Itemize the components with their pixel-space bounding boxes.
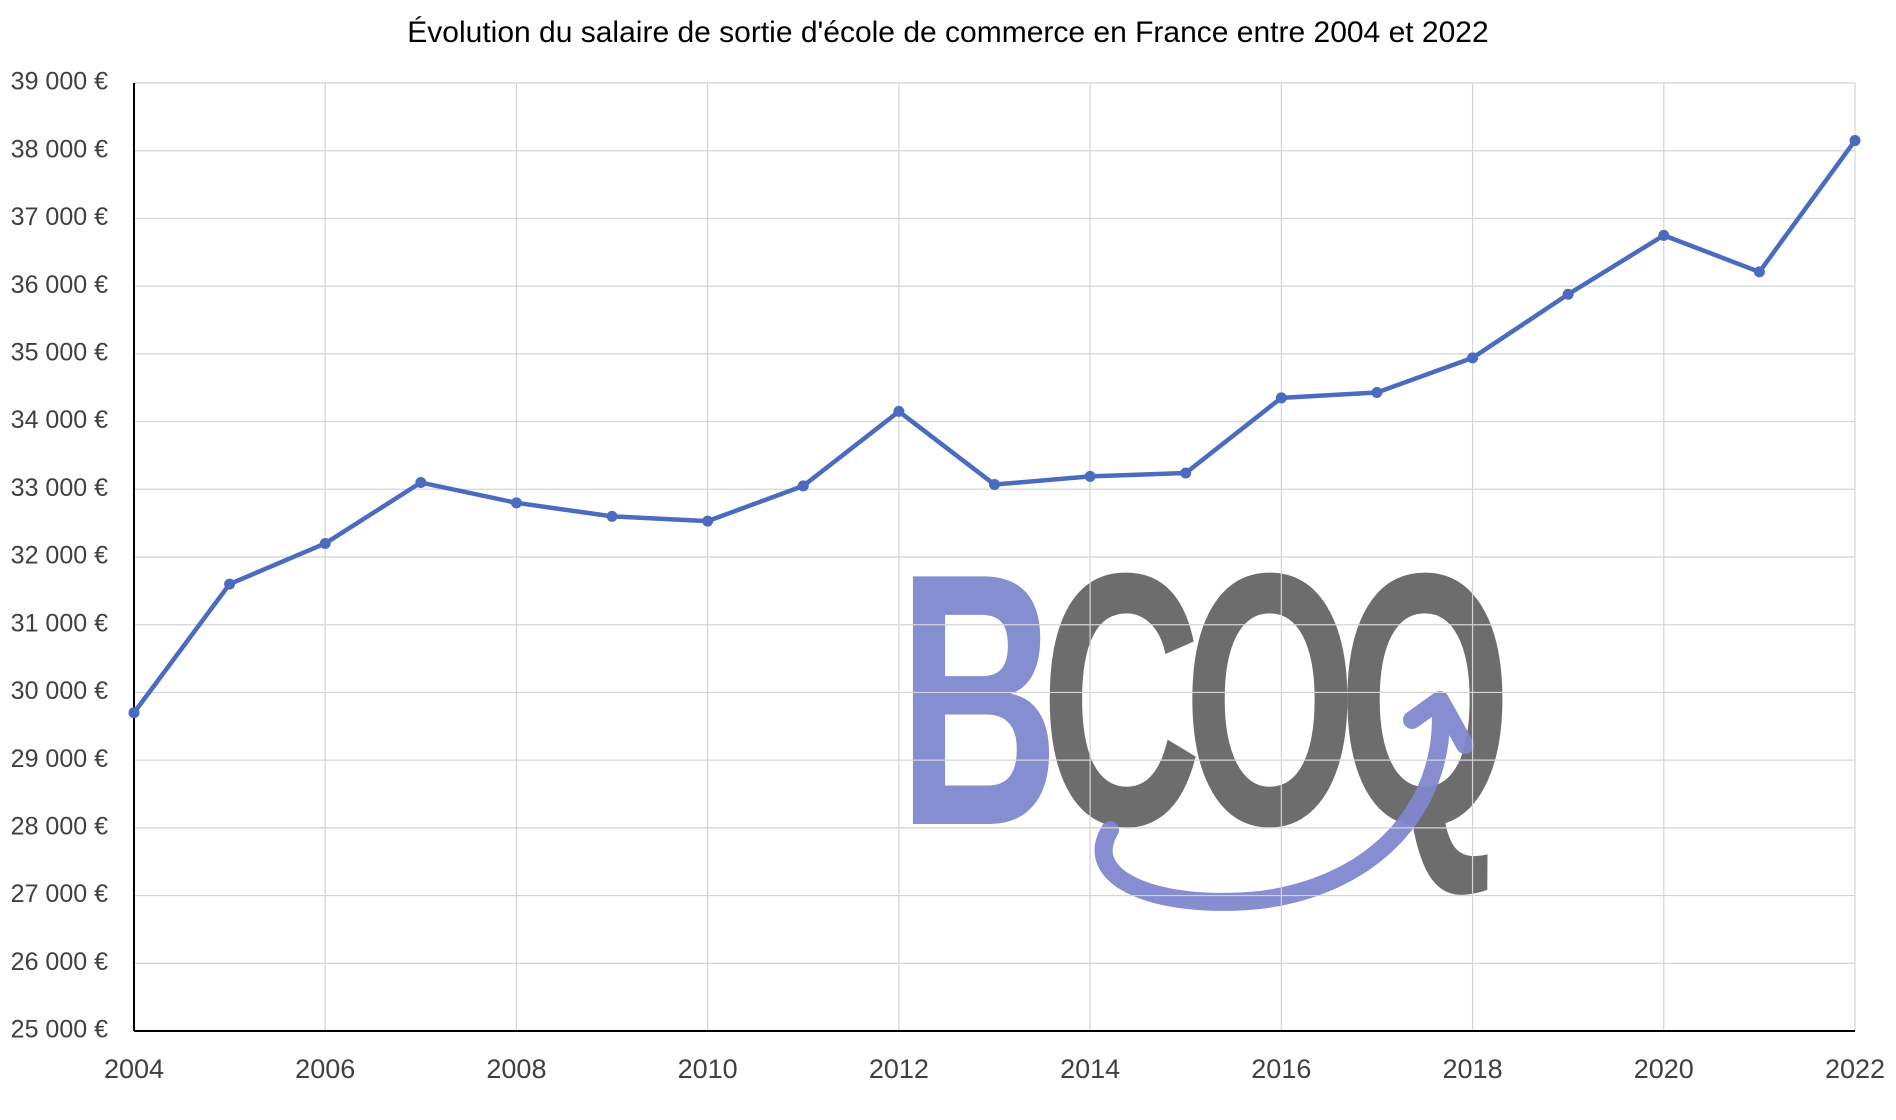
x-tick-label: 2004 bbox=[104, 1054, 164, 1084]
y-tick-label: 37 000 € bbox=[11, 203, 108, 231]
y-tick-label: 30 000 € bbox=[11, 677, 108, 705]
x-tick-label: 2010 bbox=[678, 1054, 738, 1084]
line bbox=[132, 139, 1857, 715]
point bbox=[893, 405, 905, 417]
x-tick-label: 2018 bbox=[1443, 1054, 1503, 1084]
point bbox=[606, 510, 618, 522]
point bbox=[1562, 288, 1574, 300]
y-tick-label: 25 000 € bbox=[11, 1016, 108, 1044]
y-tick-label: 35 000 € bbox=[11, 338, 108, 366]
point bbox=[989, 479, 1000, 491]
x-tick-label: 2022 bbox=[1825, 1054, 1885, 1084]
y-tick-label: 38 000 € bbox=[11, 135, 108, 163]
x-tick-label: 2008 bbox=[486, 1054, 546, 1084]
point bbox=[319, 537, 331, 549]
y-tick-label: 29 000 € bbox=[11, 745, 108, 773]
y-tick-label: 27 000 € bbox=[11, 880, 108, 908]
x-tick-label: 2014 bbox=[1060, 1054, 1120, 1084]
y-tick-label: 28 000 € bbox=[11, 812, 108, 840]
x-tick-label: 2012 bbox=[869, 1054, 929, 1084]
watermark-arc bbox=[1094, 691, 1474, 911]
point bbox=[797, 480, 809, 492]
y-tick-label: 26 000 € bbox=[11, 948, 108, 976]
point bbox=[1753, 266, 1765, 278]
y-tick-label: 34 000 € bbox=[11, 406, 108, 434]
x-tick-label: 2006 bbox=[295, 1054, 355, 1084]
point bbox=[1467, 352, 1479, 364]
y-tick-label: 39 000 € bbox=[11, 68, 108, 96]
point bbox=[128, 707, 140, 719]
y-tick-label: 36 000 € bbox=[11, 271, 108, 299]
point bbox=[1180, 467, 1192, 479]
y-tick-label: 32 000 € bbox=[11, 542, 108, 570]
x-tick-label: 2020 bbox=[1634, 1054, 1694, 1084]
point bbox=[224, 578, 236, 590]
y-tick-label: 31 000 € bbox=[11, 609, 108, 637]
point bbox=[1084, 470, 1096, 482]
point bbox=[1371, 386, 1383, 398]
point bbox=[1658, 229, 1670, 241]
point bbox=[1849, 135, 1861, 147]
point bbox=[510, 497, 522, 509]
chart-title: Évolution du salaire de sortie d'école d… bbox=[407, 16, 1488, 49]
y-tick-label: 33 000 € bbox=[11, 474, 108, 502]
point bbox=[1275, 392, 1287, 404]
point bbox=[702, 515, 714, 527]
point bbox=[415, 477, 427, 489]
x-tick-label: 2016 bbox=[1251, 1054, 1311, 1084]
